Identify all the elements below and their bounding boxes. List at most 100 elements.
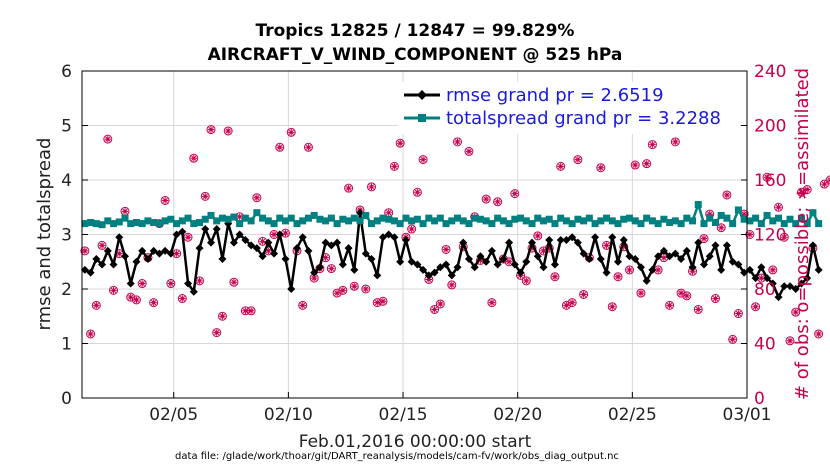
- y-right-tick-label: 200: [754, 117, 786, 137]
- obs-assimilated-marker: [265, 247, 272, 255]
- rmse-point: [184, 279, 193, 288]
- rmse-point: [292, 244, 301, 253]
- obs-assimilated-marker: [677, 289, 685, 297]
- totalspread-point: [803, 220, 811, 228]
- rmse-point: [493, 260, 502, 269]
- obs-assimilated-marker: [116, 250, 123, 257]
- obs-assimilated-marker: [184, 234, 192, 241]
- obs-assimilated-marker: [740, 210, 748, 218]
- rmse-point: [464, 255, 473, 264]
- obs-possible-marker: [447, 280, 457, 290]
- obs-point: [802, 185, 812, 195]
- obs-possible-marker: [802, 185, 812, 195]
- obs-point: [785, 336, 795, 346]
- totalspread-point: [425, 214, 433, 222]
- obs-point: [229, 277, 239, 287]
- totalspread-point: [471, 214, 479, 222]
- totalspread-point: [368, 220, 376, 228]
- totalspread-point: [809, 209, 817, 217]
- rmse-point: [178, 227, 187, 236]
- obs-point: [275, 142, 285, 152]
- obs-assimilated-marker: [310, 274, 318, 282]
- rmse-point: [740, 268, 749, 277]
- y-right-tick-label: 40: [754, 335, 776, 355]
- totalspread-point: [797, 214, 805, 222]
- obs-assimilated-marker: [557, 163, 564, 170]
- obs-point: [281, 228, 291, 238]
- obs-point: [630, 160, 640, 170]
- obs-assimilated-marker: [431, 306, 438, 313]
- obs-possible-marker: [378, 296, 388, 306]
- obs-point: [510, 189, 520, 199]
- obs-assimilated-marker: [425, 276, 433, 283]
- obs-assimilated-marker: [718, 224, 725, 231]
- obs-assimilated-marker: [362, 285, 369, 293]
- obs-assimilated-marker: [333, 289, 341, 297]
- obs-assimilated-marker: [282, 229, 289, 237]
- obs-point: [573, 155, 583, 165]
- totalspread-point: [92, 220, 100, 228]
- totalspread-point: [413, 215, 421, 223]
- rmse-point: [166, 249, 175, 258]
- obs-assimilated-marker: [276, 144, 283, 151]
- rmse-point: [625, 252, 634, 261]
- obs-assimilated-marker: [551, 273, 559, 280]
- obs-assimilated-marker: [396, 140, 404, 147]
- totalspread-point: [161, 217, 169, 225]
- totalspread-point: [763, 211, 771, 219]
- rmse-point: [453, 263, 462, 272]
- totalspread-point: [110, 220, 118, 228]
- obs-possible-marker: [521, 276, 531, 286]
- totalspread-point: [717, 211, 725, 219]
- obs-assimilated-marker: [695, 306, 702, 313]
- totalspread-point: [505, 220, 513, 228]
- obs-possible-marker: [212, 328, 222, 338]
- totalspread-point: [173, 220, 181, 228]
- rmse-point: [275, 230, 284, 239]
- obs-assimilated-marker: [173, 250, 180, 257]
- obs-assimilated-marker: [247, 307, 255, 314]
- y-tick-label: 4: [61, 171, 72, 191]
- obs-point: [733, 309, 743, 319]
- obs-assimilated-marker: [672, 138, 679, 146]
- totalspread-point: [769, 217, 777, 225]
- obs-point: [332, 288, 342, 298]
- totalspread-point: [723, 214, 731, 222]
- totalspread-point: [241, 214, 249, 222]
- rmse-point: [350, 265, 359, 274]
- totalspread-point: [144, 217, 152, 225]
- obs-point: [441, 244, 451, 254]
- obs-assimilated-marker: [87, 330, 94, 338]
- totalspread-point: [230, 213, 238, 221]
- obs-point: [395, 138, 405, 148]
- totalspread-point: [282, 217, 290, 225]
- totalspread-point: [746, 217, 754, 225]
- obs-assimilated-marker: [253, 194, 261, 201]
- totalspread-point: [431, 217, 439, 225]
- rmse-point: [614, 257, 623, 266]
- obs-possible-marker: [430, 304, 440, 314]
- obs-possible-marker: [367, 182, 377, 192]
- obs-possible-marker: [510, 189, 520, 199]
- y-axis-label: rmse and totalspread: [34, 138, 55, 331]
- obs-point: [636, 288, 646, 298]
- obs-point: [286, 127, 296, 137]
- rmse-point: [327, 241, 336, 250]
- obs-assimilated-marker: [523, 277, 530, 285]
- obs-point: [452, 137, 462, 147]
- obs-assimilated-marker: [236, 213, 243, 220]
- obs-assimilated-marker: [202, 193, 209, 200]
- obs-possible-marker: [412, 187, 422, 197]
- obs-possible-marker: [533, 231, 543, 241]
- obs-possible-marker: [229, 277, 239, 287]
- obs-point: [607, 302, 617, 312]
- totalspread-point: [671, 217, 679, 225]
- obs-possible-marker: [441, 244, 451, 254]
- rmse-point: [545, 235, 554, 244]
- rmse-point: [235, 230, 244, 239]
- totalspread-point: [465, 220, 473, 228]
- rmse-point: [763, 274, 772, 283]
- rmse-point: [533, 252, 542, 261]
- obs-point: [814, 329, 824, 339]
- obs-point: [412, 187, 422, 197]
